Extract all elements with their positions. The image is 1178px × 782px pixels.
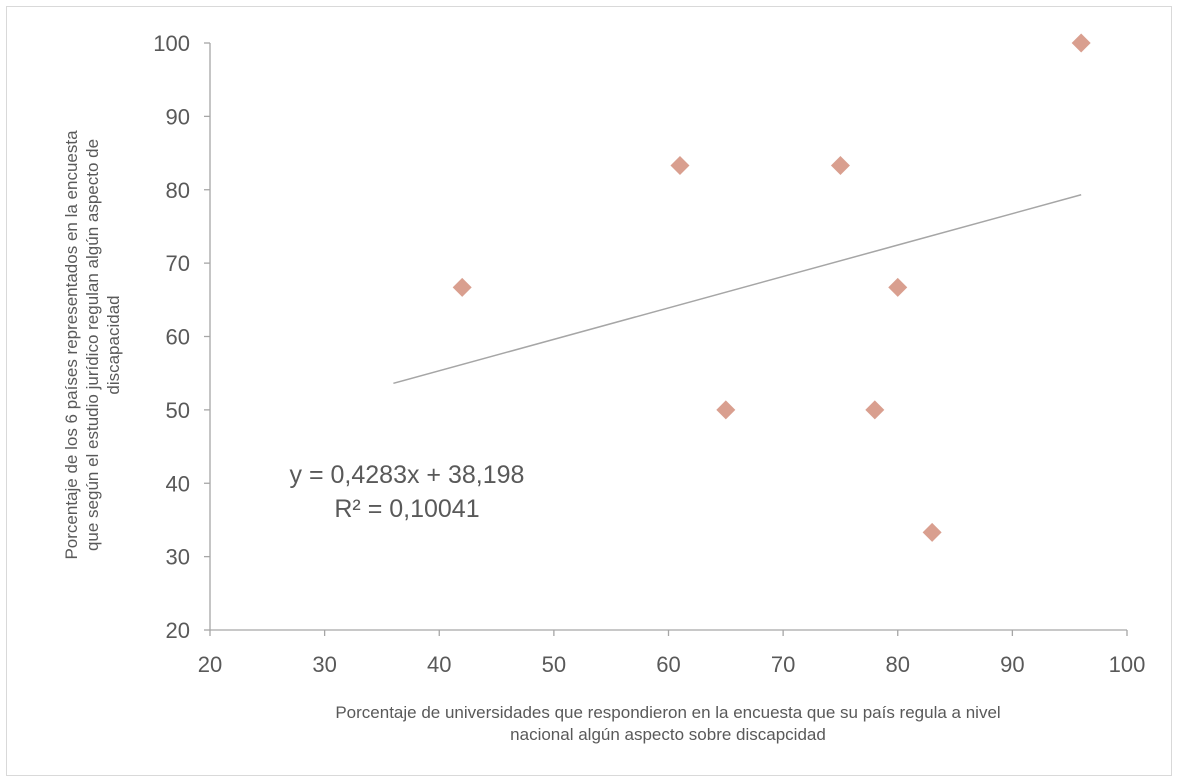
- data-point: [865, 400, 885, 420]
- data-point: [716, 400, 736, 420]
- y-tick-label: 70: [166, 251, 190, 276]
- trendline-equation: y = 0,4283x + 38,198 R² = 0,10041: [290, 461, 525, 523]
- y-tick-label: 20: [166, 618, 190, 643]
- y-axis-title-line: discapacidad: [104, 295, 123, 394]
- x-tick-label: 50: [542, 652, 566, 677]
- y-axis-title-line: que según el estudio jurídico regulan al…: [83, 139, 102, 551]
- data-point: [888, 277, 908, 297]
- x-axis-title-line: nacional algún aspecto sobre discapcidad: [510, 725, 826, 744]
- x-tick-label: 40: [427, 652, 451, 677]
- data-points: [452, 33, 1091, 542]
- data-point: [830, 156, 850, 176]
- y-tick-label: 50: [166, 398, 190, 423]
- x-tick-label: 100: [1109, 652, 1146, 677]
- y-tick-label: 100: [153, 31, 190, 56]
- y-tick-label: 30: [166, 545, 190, 570]
- x-tick-label: 70: [771, 652, 795, 677]
- trendline-equation-label: y = 0,4283x + 38,198: [290, 461, 525, 489]
- y-axis-title-line: Porcentaje de los 6 países representados…: [62, 130, 81, 560]
- data-point: [1071, 33, 1091, 53]
- x-tick-label: 90: [1000, 652, 1024, 677]
- tick-labels: 20 30 40 50 60 70 80 90 100 20 30 40 50 60 70 80 90 100: [153, 31, 1145, 677]
- data-point: [922, 522, 942, 542]
- trendline: [393, 194, 1082, 385]
- data-point: [452, 277, 472, 297]
- trendline-group: [393, 194, 1082, 385]
- x-tick-label: 60: [656, 652, 680, 677]
- x-tick-label: 80: [886, 652, 910, 677]
- chart-frame: [6, 6, 1172, 776]
- y-tick-label: 40: [166, 471, 190, 496]
- x-tick-label: 20: [198, 652, 222, 677]
- axes: [204, 42, 1128, 636]
- data-point: [670, 156, 690, 176]
- x-axis-title-line: Porcentaje de universidades que respondi…: [335, 703, 1000, 722]
- x-axis-title: Porcentaje de universidades que respondi…: [335, 703, 1000, 744]
- x-tick-label: 30: [312, 652, 336, 677]
- axis-titles: Porcentaje de universidades que respondi…: [62, 130, 1001, 744]
- y-axis-title: Porcentaje de los 6 países representados…: [62, 130, 123, 560]
- y-tick-label: 60: [166, 325, 190, 350]
- y-tick-label: 90: [166, 104, 190, 129]
- trendline-r2-label: R² = 0,10041: [334, 495, 479, 523]
- y-tick-label: 80: [166, 178, 190, 203]
